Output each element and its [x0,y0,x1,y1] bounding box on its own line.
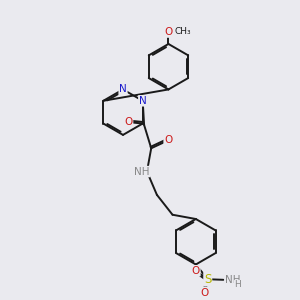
Text: N: N [139,96,147,106]
Text: O: O [164,27,172,37]
Text: CH₃: CH₃ [175,27,191,36]
Text: O: O [201,288,209,298]
Text: N: N [119,84,127,94]
Text: S: S [204,273,212,286]
Text: NH: NH [225,275,240,285]
Text: H: H [234,280,241,290]
Text: O: O [124,117,133,127]
Text: O: O [164,135,172,145]
Text: NH: NH [134,167,150,177]
Text: O: O [192,266,200,276]
